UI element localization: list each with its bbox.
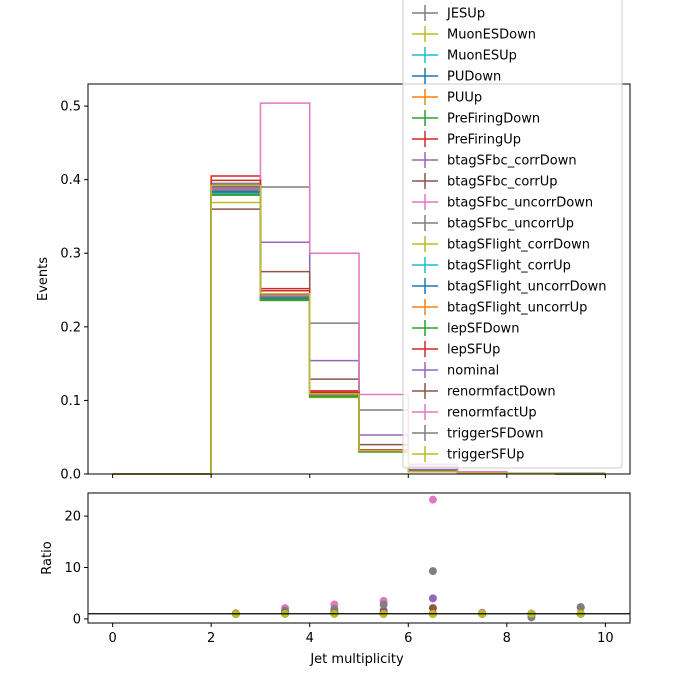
main-y-tick-label-5: 0.5 bbox=[60, 100, 81, 115]
ratio-x-tick-label-5: 10 bbox=[597, 631, 614, 646]
ratio-y-tick-label-0: 0 bbox=[73, 612, 81, 627]
legend-label-11: btagSFlight_corrDown bbox=[447, 238, 590, 253]
ratio-y-tick-label-2: 20 bbox=[64, 510, 81, 525]
legend-label-16: lepSFUp bbox=[447, 343, 500, 358]
legend-entry-10: btagSFbc_uncorrUp bbox=[412, 215, 574, 232]
main-axes-frame bbox=[87, 83, 631, 475]
legend-entry-2: MuonESUp bbox=[412, 47, 517, 64]
x-axis-label: Jet multiplicity bbox=[309, 652, 404, 667]
legend-label-8: btagSFbc_corrUp bbox=[447, 175, 558, 190]
legend-entry-6: PreFiringUp bbox=[412, 131, 521, 148]
legend-entry-12: btagSFlight_corrUp bbox=[412, 257, 571, 274]
legend-entry-19: renormfactUp bbox=[412, 404, 537, 421]
legend-label-0: JESUp bbox=[446, 7, 485, 22]
legend-entry-0: JESUp bbox=[412, 5, 485, 22]
legend: JESUp MuonESDown MuonESUp PUDown PUUp PreFiri… bbox=[402, 0, 623, 469]
ratio-x-ticks: 0 2 4 6 8 10 bbox=[108, 623, 614, 646]
legend-entry-8: btagSFbc_corrUp bbox=[412, 173, 558, 190]
legend-entry-16: lepSFUp bbox=[412, 341, 500, 358]
legend-label-4: PUUp bbox=[447, 91, 482, 106]
ratio-x-tick-label-0: 0 bbox=[108, 631, 116, 646]
legend-label-12: btagSFlight_corrUp bbox=[447, 259, 571, 274]
legend-label-2: MuonESUp bbox=[447, 49, 517, 64]
ratio-x-tick-label-1: 2 bbox=[207, 631, 215, 646]
main-x-ticks bbox=[112, 474, 606, 478]
legend-label-19: renormfactUp bbox=[447, 406, 537, 421]
main-histogram-panel: 0.0 0.1 0.2 0.3 0.4 0.5 Events bbox=[36, 83, 631, 483]
legend-label-9: btagSFbc_uncorrDown bbox=[447, 196, 593, 211]
ratio-point-3-4 bbox=[428, 567, 437, 576]
legend-entry-13: btagSFlight_uncorrDown bbox=[412, 278, 607, 295]
ratio-y-axis-label: Ratio bbox=[40, 541, 55, 574]
legend-entry-3: PUDown bbox=[412, 68, 501, 85]
ratio-y-tick-label-1: 10 bbox=[64, 561, 81, 576]
legend-label-3: PUDown bbox=[447, 70, 501, 85]
main-y-tick-label-0: 0.0 bbox=[60, 468, 81, 483]
legend-entry-17: nominal bbox=[412, 362, 499, 379]
legend-entry-18: renormfactDown bbox=[412, 383, 556, 400]
main-y-axis-label: Events bbox=[36, 257, 51, 301]
legend-box bbox=[402, 0, 623, 469]
legend-label-10: btagSFbc_uncorrUp bbox=[447, 217, 574, 232]
ratio-point-3-3 bbox=[379, 600, 388, 609]
legend-entry-14: btagSFlight_uncorrUp bbox=[412, 299, 587, 316]
legend-entry-21: triggerSFUp bbox=[412, 446, 524, 463]
legend-label-13: btagSFlight_uncorrDown bbox=[447, 280, 607, 295]
legend-label-20: triggerSFDown bbox=[447, 427, 543, 442]
main-y-tick-label-1: 0.1 bbox=[60, 394, 81, 409]
main-y-ticks: 0.0 0.1 0.2 0.3 0.4 0.5 bbox=[60, 100, 88, 483]
legend-entry-20: triggerSFDown bbox=[412, 425, 543, 442]
legend-label-5: PreFiringDown bbox=[447, 112, 540, 127]
legend-entry-1: MuonESDown bbox=[412, 26, 536, 43]
ratio-point-3-7 bbox=[576, 603, 585, 612]
ratio-x-tick-label-2: 4 bbox=[306, 631, 314, 646]
ratio-panel: 0 10 20 0 2 4 6 8 10 Ratio Jet multiplicity bbox=[40, 492, 631, 667]
legend-label-17: nominal bbox=[447, 364, 499, 379]
legend-entry-4: PUUp bbox=[412, 89, 482, 106]
main-y-tick-label-2: 0.2 bbox=[60, 320, 81, 335]
legend-entries: JESUp MuonESDown MuonESUp PUDown PUUp PreFiri… bbox=[412, 5, 607, 463]
legend-entry-9: btagSFbc_uncorrDown bbox=[412, 194, 593, 211]
legend-label-7: btagSFbc_corrDown bbox=[447, 154, 577, 169]
legend-entry-15: lepSFDown bbox=[412, 320, 519, 337]
ratio-point-2-4 bbox=[428, 495, 437, 504]
legend-label-15: lepSFDown bbox=[447, 322, 519, 337]
ratio-x-tick-label-3: 6 bbox=[404, 631, 412, 646]
main-y-tick-label-4: 0.4 bbox=[60, 173, 81, 188]
legend-entry-7: btagSFbc_corrDown bbox=[412, 152, 577, 169]
ratio-point-0-4 bbox=[428, 594, 437, 603]
legend-entry-5: PreFiringDown bbox=[412, 110, 540, 127]
ratio-axes-frame bbox=[87, 492, 631, 624]
ratio-x-tick-label-4: 8 bbox=[503, 631, 511, 646]
legend-label-18: renormfactDown bbox=[447, 385, 556, 400]
legend-label-14: btagSFlight_uncorrUp bbox=[447, 301, 587, 316]
legend-label-6: PreFiringUp bbox=[447, 133, 521, 148]
legend-label-21: triggerSFUp bbox=[447, 448, 524, 463]
main-y-tick-label-3: 0.3 bbox=[60, 247, 81, 262]
ratio-y-ticks: 0 10 20 bbox=[64, 510, 88, 627]
legend-entry-11: btagSFlight_corrDown bbox=[412, 236, 590, 253]
legend-label-1: MuonESDown bbox=[447, 28, 536, 43]
